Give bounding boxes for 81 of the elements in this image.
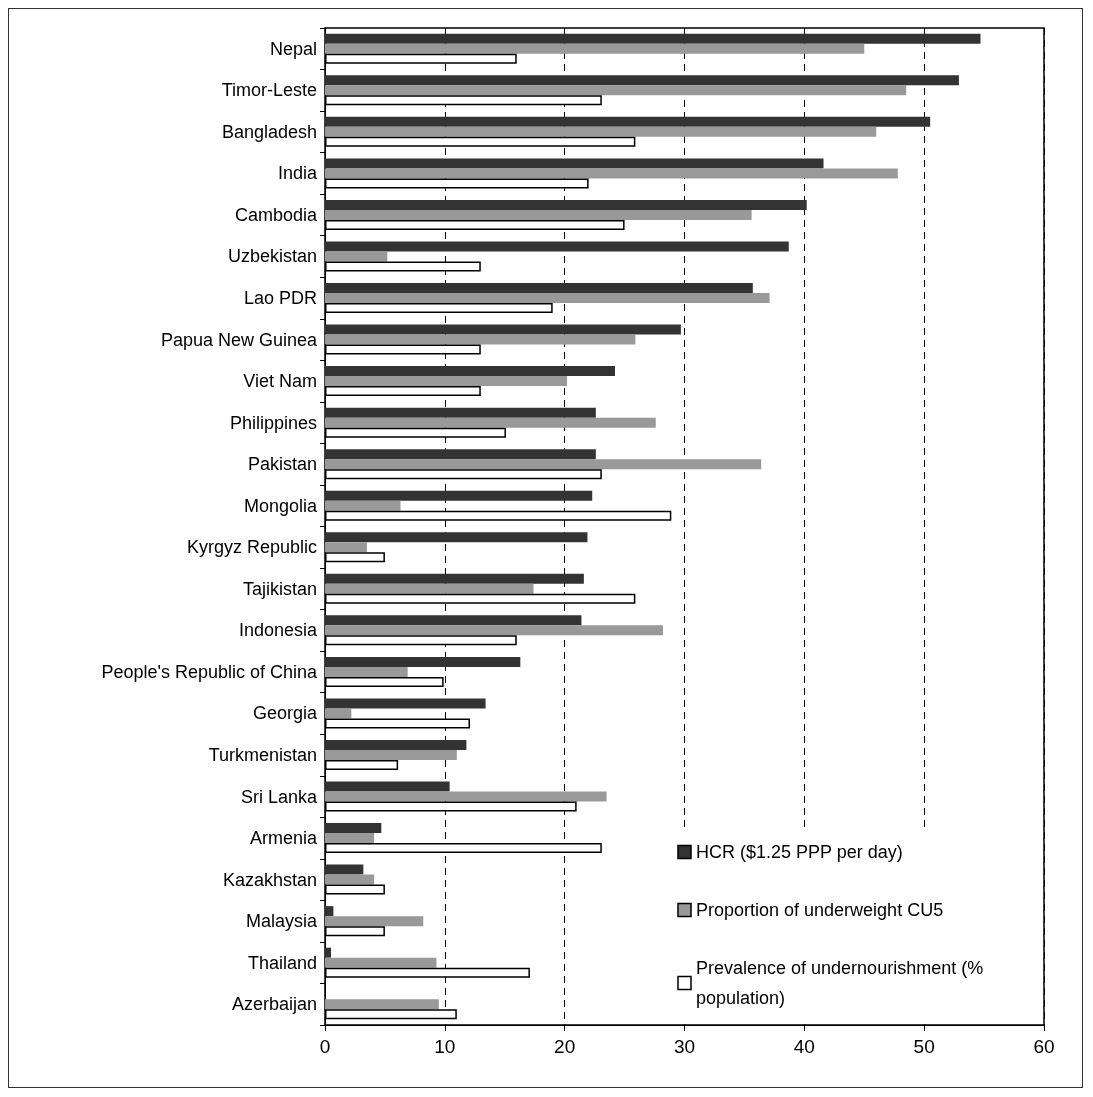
bar [325,532,588,543]
y-tick-label: Indonesia [238,620,318,641]
bar [325,542,367,553]
bar [325,957,437,968]
bar [325,781,450,792]
bar [325,583,534,594]
bar [325,85,907,96]
y-tick-label: Uzbekistan [227,246,317,267]
y-tick-label: Azerbaijan [231,994,317,1015]
bar [325,43,865,54]
bar [325,116,931,127]
y-tick-label: Philippines [229,412,317,433]
y-tick-label: Lao PDR [243,288,317,309]
bar [325,999,439,1010]
y-tick-label: Papua New Guinea [160,329,318,350]
bar [325,947,331,958]
bar [325,407,596,418]
bar [325,666,408,677]
y-tick-label: Viet Nam [243,371,317,392]
bar [325,251,388,262]
y-tick-label: Cambodia [234,204,318,225]
y-tick-label: Armenia [249,828,318,849]
legend-label: Prevalence of undernourishment (% population) [696,958,989,1008]
bar [325,656,521,667]
bar [325,126,877,137]
bar [325,490,593,501]
bar [325,376,568,387]
y-tick-label: Thailand [247,952,317,973]
y-tick-label: Pakistan [247,454,317,475]
bar [325,293,770,304]
y-tick-label: Turkmenistan [208,744,317,765]
bar [325,791,607,802]
x-tick-label: 50 [913,1036,935,1057]
x-tick-label: 30 [673,1036,696,1057]
bar [325,417,656,428]
bar [325,708,352,719]
y-tick-label: Nepal [269,38,317,59]
bar [325,324,681,335]
bar [325,749,457,760]
bar [325,209,752,220]
bar [325,615,582,626]
x-tick-label: 20 [554,1036,576,1057]
bar [325,739,467,750]
bar [325,823,382,834]
y-tick-label: Kazakhstan [222,869,317,890]
x-tick-label: 0 [319,1036,331,1057]
bar [325,874,375,885]
bar [325,916,424,927]
bar [325,625,663,636]
bar [325,500,401,511]
y-tick-label: Sri Lanka [240,786,318,807]
y-tick-label: Malaysia [245,911,318,932]
bar [325,241,789,252]
y-tick-label: Timor-Leste [221,80,317,101]
bar [325,334,636,345]
bar [325,906,334,917]
x-tick-label: 60 [1033,1036,1055,1057]
bar [325,698,486,709]
y-tick-label: Mongolia [243,495,318,516]
y-tick-label: Bangladesh [221,121,317,142]
bar [325,199,807,210]
y-tick-label: Georgia [252,703,318,724]
y-tick-label: People's Republic of China [101,661,318,682]
bar [325,864,364,875]
bar [325,168,898,179]
bar [325,366,615,377]
y-tick-label: India [277,163,318,184]
bar [325,833,375,844]
bar [325,459,762,470]
x-tick-label: 10 [434,1036,456,1057]
bar [325,33,981,44]
bar [325,573,584,584]
bar [325,75,959,86]
legend-label: Proportion of underweight CU5 [696,900,944,920]
bar [325,158,824,169]
y-tick-label: Tajikistan [242,578,317,599]
bar [325,449,596,460]
y-tick-label: Kyrgyz Republic [186,537,317,558]
legend-label: HCR ($1.25 PPP per day) [696,842,903,862]
bar [325,283,753,294]
x-tick-label: 40 [793,1036,815,1057]
